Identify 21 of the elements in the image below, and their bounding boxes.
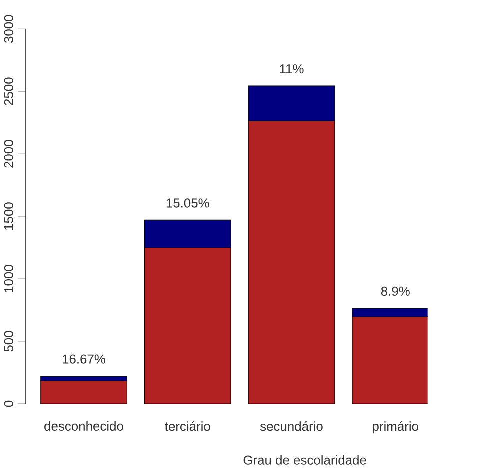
y-tick-label: 3000 xyxy=(4,15,14,44)
y-tick-label: 0 xyxy=(4,400,14,408)
x-axis-title: Grau de escolaridade xyxy=(244,455,366,465)
y-tick-label: 2500 xyxy=(4,78,14,106)
annotation: 16.67% xyxy=(63,354,106,364)
y-tick-label: 1000 xyxy=(4,265,14,292)
bar xyxy=(144,248,231,404)
annotation: 8.9% xyxy=(381,286,410,296)
x-tick-label: primário xyxy=(373,421,418,434)
annotation: 15.05% xyxy=(166,198,210,208)
x-tick-label: terciário xyxy=(165,421,210,432)
y-tick-label: 2000 xyxy=(4,140,14,168)
bar xyxy=(40,380,128,404)
y-tick-label: 1500 xyxy=(4,202,14,230)
x-tick-label: desconhecido xyxy=(44,422,124,432)
bar xyxy=(144,220,232,248)
y-tick-label: 500 xyxy=(4,331,14,352)
bar xyxy=(248,86,336,122)
annotation: 11% xyxy=(280,64,304,74)
x-tick-label: secundário xyxy=(260,421,323,432)
bar xyxy=(248,120,335,404)
